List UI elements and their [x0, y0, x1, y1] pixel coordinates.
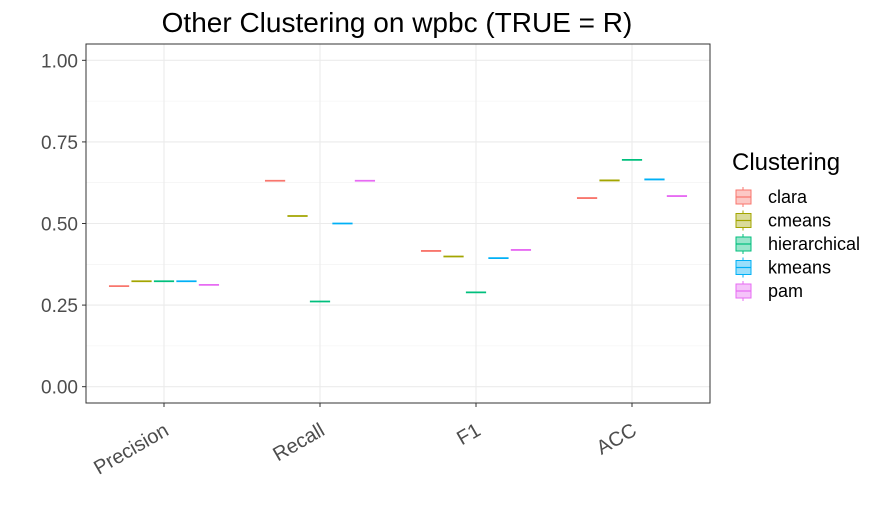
legend-title: Clustering [732, 149, 840, 176]
legend-item-pam: pam [735, 281, 803, 301]
y-axis: 0.00 0.25 0.50 0.75 1.00 [41, 51, 86, 399]
gridlines [86, 44, 710, 403]
x-tick-label: ACC [593, 419, 641, 459]
data-marks [108, 158, 688, 303]
legend-label-hierarchical: hierarchical [768, 234, 860, 254]
y-tick-label: 0.75 [41, 133, 78, 154]
legend: Clustering clara cmeans hierarchical kmeans… [732, 149, 860, 301]
legend-item-clara: clara [735, 187, 808, 207]
legend-item-hierarchical: hierarchical [735, 234, 860, 254]
x-tick-label: Precision [90, 419, 172, 479]
y-tick-label: 1.00 [41, 51, 78, 72]
y-tick-label: 0.50 [41, 215, 78, 236]
x-axis: Precision Recall F1 ACC [90, 403, 641, 479]
legend-item-cmeans: cmeans [735, 210, 831, 231]
x-tick-label: F1 [453, 419, 484, 450]
legend-label-clara: clara [768, 187, 808, 207]
legend-item-kmeans: kmeans [735, 257, 831, 278]
legend-label-kmeans: kmeans [768, 258, 831, 278]
chart-title: Other Clustering on wpbc (TRUE = R) [162, 7, 633, 38]
legend-label-pam: pam [768, 281, 803, 301]
y-tick-label: 0.00 [41, 378, 78, 399]
legend-label-cmeans: cmeans [768, 211, 831, 231]
x-tick-label: Recall [269, 419, 328, 466]
y-tick-label: 0.25 [41, 296, 78, 317]
